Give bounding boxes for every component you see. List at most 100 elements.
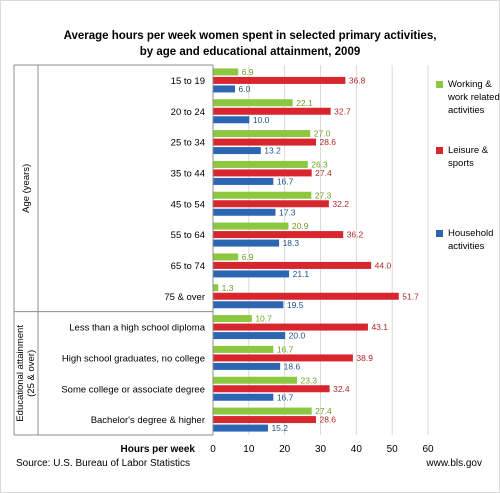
legend-label: sports <box>448 158 474 169</box>
bar <box>213 345 274 353</box>
bar <box>213 416 316 424</box>
bar <box>213 323 368 331</box>
data-label: 51.7 <box>402 291 419 301</box>
data-label: 6.9 <box>242 252 254 262</box>
bar <box>213 116 250 124</box>
data-label: 16.7 <box>277 344 294 354</box>
data-label: 21.1 <box>293 269 310 279</box>
category-label: 45 to 54 <box>171 199 205 210</box>
category-labels: 15 to 19 20 to 24 25 to 34 35 to 44 45 to 54… <box>61 76 205 426</box>
chart-gridlines <box>248 65 429 435</box>
data-label: 22.1 <box>296 98 313 108</box>
data-label: 28.6 <box>319 415 336 425</box>
x-tick-label: 50 <box>387 444 399 455</box>
bar <box>213 177 274 185</box>
bar <box>213 301 284 309</box>
chart-plot-frame <box>13 64 214 436</box>
bar <box>213 85 235 93</box>
bar <box>213 284 219 292</box>
chart-title-line-2: by age and educational attainment, 2009 <box>139 46 361 58</box>
bar <box>213 362 281 370</box>
bar <box>213 376 297 384</box>
bar <box>213 107 331 115</box>
x-tick-label: 30 <box>315 444 327 455</box>
data-label: 15.2 <box>271 423 288 433</box>
data-label: 28.6 <box>319 137 336 147</box>
data-label: 19.5 <box>287 300 304 310</box>
data-label: 43.1 <box>371 322 388 332</box>
chart-title-line-1: Average hours per week women spent in se… <box>63 30 437 42</box>
legend-swatch <box>436 147 443 154</box>
legend-label: Leisure & <box>448 145 489 156</box>
bar <box>213 191 312 199</box>
category-label: Some college or associate degree <box>61 384 205 395</box>
bar <box>213 407 312 415</box>
data-label: 27.0 <box>314 129 331 139</box>
category-label: Bachelor's degree & higher <box>91 415 205 426</box>
data-label: 20.9 <box>292 221 309 231</box>
data-label: 27.3 <box>315 190 332 200</box>
data-label: 32.4 <box>333 384 350 394</box>
chart-bars: 6.936.86.022.132.710.027.028.613.226.327… <box>213 67 419 433</box>
category-label: 75 & over <box>164 292 205 303</box>
category-label: 55 to 64 <box>171 230 205 241</box>
bar <box>213 315 252 323</box>
data-label: 18.3 <box>283 238 300 248</box>
group-label: Educational attainment(25 & over) <box>15 325 37 422</box>
data-label: 38.9 <box>356 353 373 363</box>
bar <box>213 138 316 146</box>
legend-label: activities <box>448 105 485 116</box>
data-label: 20.0 <box>289 331 306 341</box>
data-label: 13.2 <box>264 146 281 156</box>
bar <box>213 200 329 208</box>
data-label: 16.7 <box>277 392 294 402</box>
category-label: 25 to 34 <box>171 138 205 149</box>
bar <box>213 354 353 362</box>
data-label: 1.3 <box>222 283 234 293</box>
chart-title: Average hours per week women spent in se… <box>0 28 500 60</box>
data-label: 36.2 <box>347 230 364 240</box>
bar <box>213 261 372 269</box>
data-label: 27.4 <box>315 168 332 178</box>
bar <box>213 253 239 261</box>
bar <box>213 147 261 155</box>
category-label: Less than a high school diploma <box>69 323 205 334</box>
bar <box>213 222 289 230</box>
data-label: 32.7 <box>334 106 351 116</box>
bar <box>213 130 311 138</box>
bar <box>213 239 280 247</box>
bar <box>213 270 290 278</box>
bar <box>213 169 312 177</box>
data-label: 16.7 <box>277 176 294 186</box>
legend-label: Household <box>448 228 493 239</box>
legend-label: work related <box>447 92 500 103</box>
legend-label: Working & <box>448 79 492 90</box>
bar <box>213 231 344 239</box>
x-tick-label: 60 <box>422 444 434 455</box>
data-label: 10.0 <box>253 115 270 125</box>
x-axis-title: Hours per week <box>121 444 196 455</box>
data-label: 27.4 <box>315 406 332 416</box>
data-label: 18.6 <box>284 361 301 371</box>
site-credit: www.bls.gov <box>426 458 482 469</box>
category-label: High school graduates, no college <box>62 353 205 364</box>
data-label: 17.3 <box>279 207 296 217</box>
data-label: 26.3 <box>311 159 328 169</box>
source-note: Source: U.S. Bureau of Labor Statistics <box>16 458 190 469</box>
legend-swatch <box>436 81 443 88</box>
chart-legend: Working & work related activities Leisure &… <box>436 79 500 252</box>
group-label: Age (years) <box>21 164 32 213</box>
category-label: 65 to 74 <box>171 261 205 272</box>
bar <box>213 393 274 401</box>
data-label: 44.0 <box>375 260 392 270</box>
x-axis: 0 10 20 30 40 50 60 Hours per week <box>121 444 434 455</box>
bar <box>213 99 293 107</box>
x-tick-label: 0 <box>210 444 216 455</box>
legend-label: activities <box>448 241 485 252</box>
bar <box>213 208 276 216</box>
group-labels: Age (years) Educational attainment(25 & o… <box>15 164 37 422</box>
data-label: 6.0 <box>239 84 251 94</box>
data-label: 23.3 <box>300 375 317 385</box>
bar <box>213 332 286 340</box>
